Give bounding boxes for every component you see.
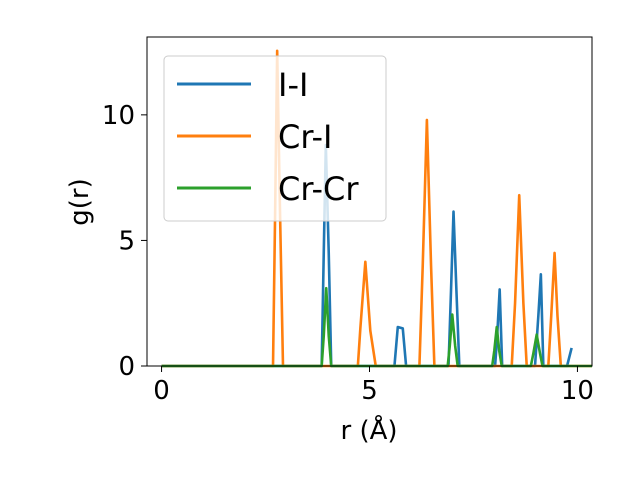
legend-box <box>163 55 387 222</box>
y-axis-label: g(r) <box>65 178 95 225</box>
legend-label-cr-cr: Cr-Cr <box>278 170 359 208</box>
series-line-cr-cr <box>161 286 592 368</box>
x-tick-label: 5 <box>361 376 378 406</box>
y-tick-label: 0 <box>118 352 135 382</box>
legend: I-I Cr-I Cr-Cr <box>163 55 387 222</box>
x-tick-label: 10 <box>561 376 594 406</box>
x-axis-label: r (Å) <box>340 414 397 446</box>
ticks: 0 5 10 0 5 10 <box>102 101 594 406</box>
legend-label-cr-i: Cr-I <box>278 118 332 156</box>
y-tick-label: 10 <box>102 101 135 131</box>
x-tick-label: 0 <box>153 376 170 406</box>
y-tick-label: 5 <box>118 226 135 256</box>
series-line-i-i <box>161 143 573 368</box>
series-line-cr-i <box>161 49 592 368</box>
legend-label-i-i: I-I <box>278 66 308 104</box>
